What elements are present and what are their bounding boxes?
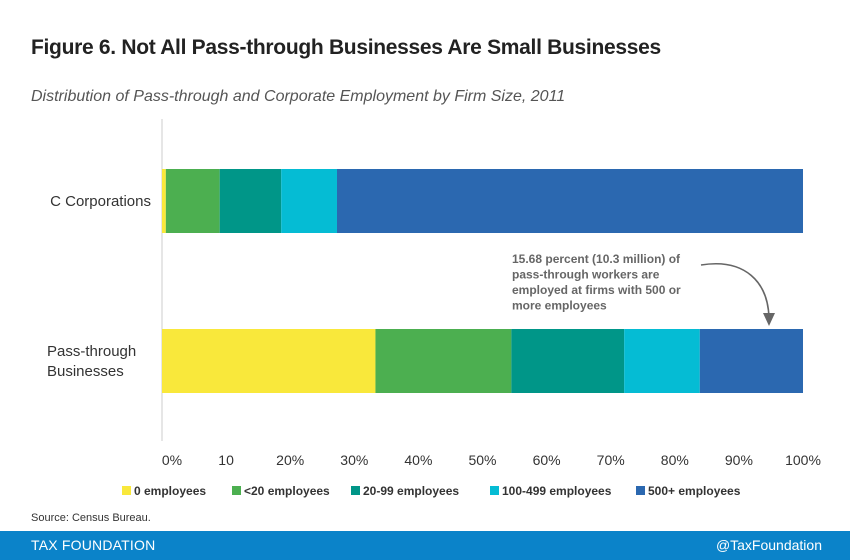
- x-tick-label: 80%: [661, 452, 689, 468]
- bar-pass-through-series-1: [375, 329, 512, 393]
- bar-c-corp-series-1: [165, 169, 220, 233]
- twitter-handle: @TaxFoundation: [715, 537, 822, 553]
- x-tick-label: 50%: [468, 452, 496, 468]
- bar-c-corp-series-3: [281, 169, 337, 233]
- stacked-bar-chart: C Corporations Pass-through Businesses 0% 10…: [47, 119, 821, 498]
- x-tick-label: 30%: [340, 452, 368, 468]
- legend-label: <20 employees: [244, 484, 330, 498]
- annotation-text-line: more employees: [512, 299, 607, 313]
- legend-swatch: [636, 486, 645, 495]
- annotation-arrowhead: [763, 313, 775, 326]
- bar-pass-through-series-4: [699, 329, 803, 393]
- bar-pass-through-series-2: [511, 329, 625, 393]
- x-tick-label: 0%: [162, 452, 182, 468]
- annotation-arrow: [700, 263, 770, 319]
- legend-swatch: [232, 486, 241, 495]
- category-label: Pass-through Businesses: [47, 343, 136, 380]
- x-tick-label: 100%: [785, 452, 821, 468]
- x-tick-label: 60%: [533, 452, 561, 468]
- legend-label: 500+ employees: [648, 484, 741, 498]
- category-label: C Corporations: [50, 193, 151, 210]
- annotation-text-line: pass-through workers are: [512, 268, 660, 282]
- x-tick-label: 20%: [276, 452, 304, 468]
- annotation-text-line: 15.68 percent (10.3 million) of: [512, 252, 681, 266]
- bar-pass-through-series-3: [624, 329, 700, 393]
- bar-c-corp-series-0: [162, 169, 166, 233]
- source-note: Source: Census Bureau.: [31, 512, 151, 524]
- annotation-text-line: employed at firms with 500 or: [512, 283, 681, 297]
- bar-c-corp-series-4: [336, 169, 803, 233]
- legend-swatch: [351, 486, 360, 495]
- chart-subtitle: Distribution of Pass-through and Corpora…: [31, 88, 566, 105]
- bar-c-corp-series-2: [219, 169, 282, 233]
- x-tick-label: 90%: [725, 452, 753, 468]
- legend-label: 100-499 employees: [502, 484, 612, 498]
- brand-name: TAX FOUNDATION: [31, 537, 156, 553]
- x-tick-label: 70%: [597, 452, 625, 468]
- bar-pass-through-series-0: [162, 329, 376, 393]
- footer-bar: TAX FOUNDATION @TaxFoundation: [0, 531, 850, 560]
- legend-swatch: [122, 486, 131, 495]
- legend-label: 0 employees: [134, 484, 206, 498]
- x-tick-label: 10: [218, 452, 234, 468]
- chart-title: Figure 6. Not All Pass-through Businesse…: [31, 36, 661, 59]
- x-tick-label: 40%: [404, 452, 432, 468]
- legend-label: 20-99 employees: [363, 484, 459, 498]
- legend-swatch: [490, 486, 499, 495]
